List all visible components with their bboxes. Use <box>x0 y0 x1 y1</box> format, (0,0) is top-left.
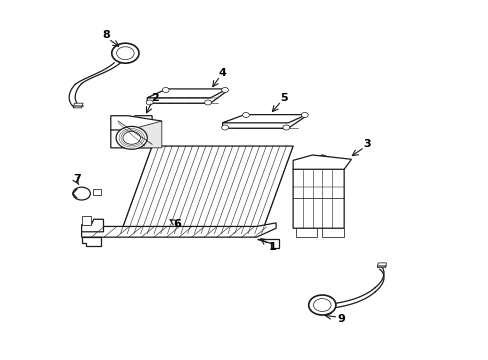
Circle shape <box>116 126 147 149</box>
Circle shape <box>204 100 211 105</box>
Circle shape <box>221 125 228 130</box>
Polygon shape <box>322 228 344 237</box>
Polygon shape <box>81 219 103 232</box>
Polygon shape <box>376 263 386 267</box>
Polygon shape <box>147 91 227 103</box>
Polygon shape <box>111 116 152 148</box>
Text: 6: 6 <box>173 219 181 229</box>
Circle shape <box>221 87 228 93</box>
Polygon shape <box>81 216 91 225</box>
Text: 1: 1 <box>268 242 276 252</box>
Polygon shape <box>222 114 306 123</box>
Polygon shape <box>120 146 292 234</box>
Polygon shape <box>147 89 227 98</box>
Circle shape <box>301 112 307 117</box>
Polygon shape <box>81 237 101 246</box>
Polygon shape <box>73 103 83 108</box>
Polygon shape <box>222 116 306 128</box>
Polygon shape <box>295 228 317 237</box>
Circle shape <box>242 112 249 117</box>
Text: 8: 8 <box>102 30 110 40</box>
Polygon shape <box>256 239 278 248</box>
Text: 4: 4 <box>218 68 226 78</box>
Polygon shape <box>135 121 162 148</box>
Polygon shape <box>93 189 101 195</box>
Text: 9: 9 <box>337 314 345 324</box>
Text: 2: 2 <box>150 93 158 103</box>
Polygon shape <box>111 116 162 130</box>
Text: 5: 5 <box>280 93 287 103</box>
Circle shape <box>283 125 289 130</box>
Circle shape <box>162 87 169 93</box>
Circle shape <box>146 100 153 105</box>
Polygon shape <box>292 155 344 228</box>
Polygon shape <box>81 223 276 237</box>
Polygon shape <box>292 155 351 169</box>
Text: 3: 3 <box>363 139 370 149</box>
Text: 7: 7 <box>73 174 81 184</box>
